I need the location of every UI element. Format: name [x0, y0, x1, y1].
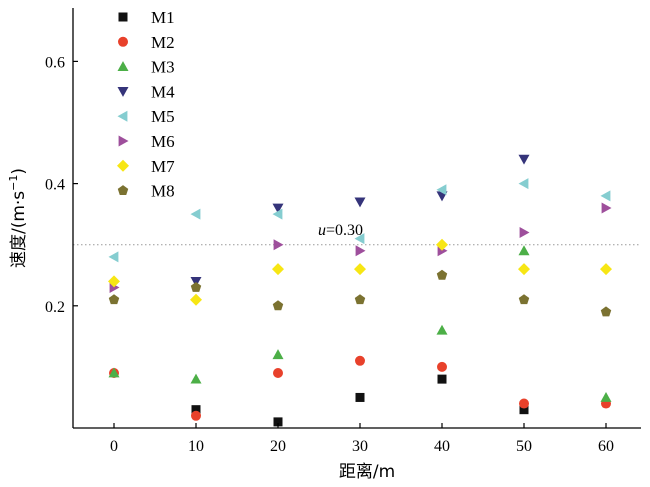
- legend-label: M3: [151, 58, 175, 77]
- legend: M1 M2 M3 M4 M5 M6 M7 M8: [117, 8, 175, 201]
- data-point-m1: [273, 417, 283, 427]
- data-point-m2: [273, 368, 283, 379]
- legend-marker-m3: [117, 61, 129, 71]
- legend-item-m5: M5: [117, 107, 175, 126]
- data-point-m7: [190, 293, 202, 306]
- data-point-m2: [519, 398, 529, 409]
- data-point-m7: [518, 263, 530, 276]
- data-point-m3: [272, 349, 284, 360]
- legend-label: M5: [151, 107, 175, 126]
- legend-label: M1: [151, 8, 175, 27]
- legend-item-m6: M6: [118, 132, 175, 151]
- legend-marker-m7: [117, 159, 129, 172]
- reference-line-label-var: u: [318, 222, 326, 239]
- data-point-m4: [190, 276, 202, 287]
- y-axis-title: 速度/(m·s−1): [7, 168, 29, 268]
- data-point-m8: [518, 294, 530, 305]
- series-m5: [108, 178, 611, 263]
- legend-marker-m5: [117, 110, 128, 122]
- legend-item-m3: M3: [117, 58, 175, 77]
- data-point-m6: [355, 245, 366, 257]
- legend-item-m1: M1: [118, 8, 175, 27]
- data-point-m7: [436, 238, 448, 251]
- data-point-m7: [272, 263, 284, 276]
- data-point-m3: [600, 391, 612, 402]
- data-point-m4: [272, 203, 284, 214]
- data-point-m3: [190, 373, 202, 384]
- data-points-layer: [108, 154, 612, 427]
- y-tick-label: 0.4: [45, 177, 65, 194]
- legend-item-m2: M2: [118, 33, 175, 52]
- legend-label: M7: [151, 157, 175, 176]
- series-m8: [108, 269, 612, 317]
- data-point-m5: [518, 178, 529, 190]
- legend-label: M4: [151, 82, 175, 101]
- legend-marker-m8: [117, 185, 129, 196]
- series-m2: [109, 355, 611, 421]
- legend-label: M8: [151, 182, 175, 201]
- y-tick-label: 0.2: [45, 299, 65, 316]
- y-axis-title-main: 速度/(m·s: [9, 191, 29, 268]
- data-point-m5: [600, 190, 611, 202]
- data-point-m5: [436, 184, 447, 196]
- axes: [72, 8, 641, 429]
- data-point-m7: [354, 263, 366, 276]
- data-point-m5: [272, 208, 283, 220]
- x-tick-label: 10: [188, 438, 204, 455]
- data-point-m6: [519, 226, 530, 238]
- ticks: 0 10 20 30 40 50 60 0.2 0.4 0.6: [45, 54, 614, 455]
- legend-label: M2: [151, 33, 175, 52]
- series-m1: [191, 374, 529, 427]
- legend-marker-m6: [118, 135, 129, 147]
- y-axis-title-sup: −1: [7, 175, 20, 191]
- data-point-m1: [437, 374, 447, 384]
- series-m6: [109, 202, 612, 293]
- data-point-m3: [108, 367, 120, 378]
- x-tick-label: 30: [352, 438, 368, 455]
- data-point-m3: [436, 324, 448, 335]
- y-tick-label: 0.6: [45, 54, 65, 71]
- data-point-m8: [436, 269, 448, 280]
- data-point-m5: [354, 233, 365, 245]
- legend-label: M6: [151, 132, 175, 151]
- data-point-m7: [108, 275, 120, 288]
- reference-line-label: u=0.30: [318, 222, 363, 239]
- data-point-m2: [437, 361, 447, 372]
- data-point-m4: [518, 154, 530, 165]
- data-point-m6: [601, 202, 612, 214]
- data-point-m8: [272, 300, 284, 311]
- x-tick-label: 40: [434, 438, 450, 455]
- data-point-m6: [273, 239, 284, 251]
- x-tick-label: 60: [598, 438, 614, 455]
- data-point-m1: [355, 392, 365, 402]
- series-m7: [108, 238, 612, 306]
- data-point-m5: [108, 251, 119, 263]
- data-point-m7: [600, 263, 612, 276]
- data-point-m4: [354, 197, 366, 208]
- legend-item-m4: M4: [117, 82, 175, 101]
- legend-marker-m2: [118, 36, 128, 47]
- data-point-m8: [600, 306, 612, 317]
- data-point-m1: [191, 405, 201, 415]
- legend-marker-m1: [118, 12, 128, 22]
- data-point-m8: [190, 281, 202, 292]
- legend-item-m7: M7: [117, 157, 175, 176]
- x-tick-label: 20: [270, 438, 286, 455]
- legend-item-m8: M8: [117, 182, 175, 201]
- data-point-m1: [519, 405, 529, 415]
- data-point-m3: [518, 245, 530, 256]
- data-point-m8: [354, 294, 366, 305]
- data-point-m8: [108, 294, 120, 305]
- data-point-m5: [190, 208, 201, 220]
- series-m3: [108, 245, 612, 402]
- x-tick-label: 0: [110, 438, 118, 455]
- y-axis-title-close: ): [9, 168, 29, 175]
- data-point-m2: [355, 355, 365, 366]
- reference-line-label-value: =0.30: [326, 222, 363, 239]
- data-point-m2: [191, 410, 201, 421]
- x-axis-title: 距离/m: [339, 462, 395, 482]
- x-tick-label: 50: [516, 438, 532, 455]
- legend-marker-m4: [117, 87, 129, 97]
